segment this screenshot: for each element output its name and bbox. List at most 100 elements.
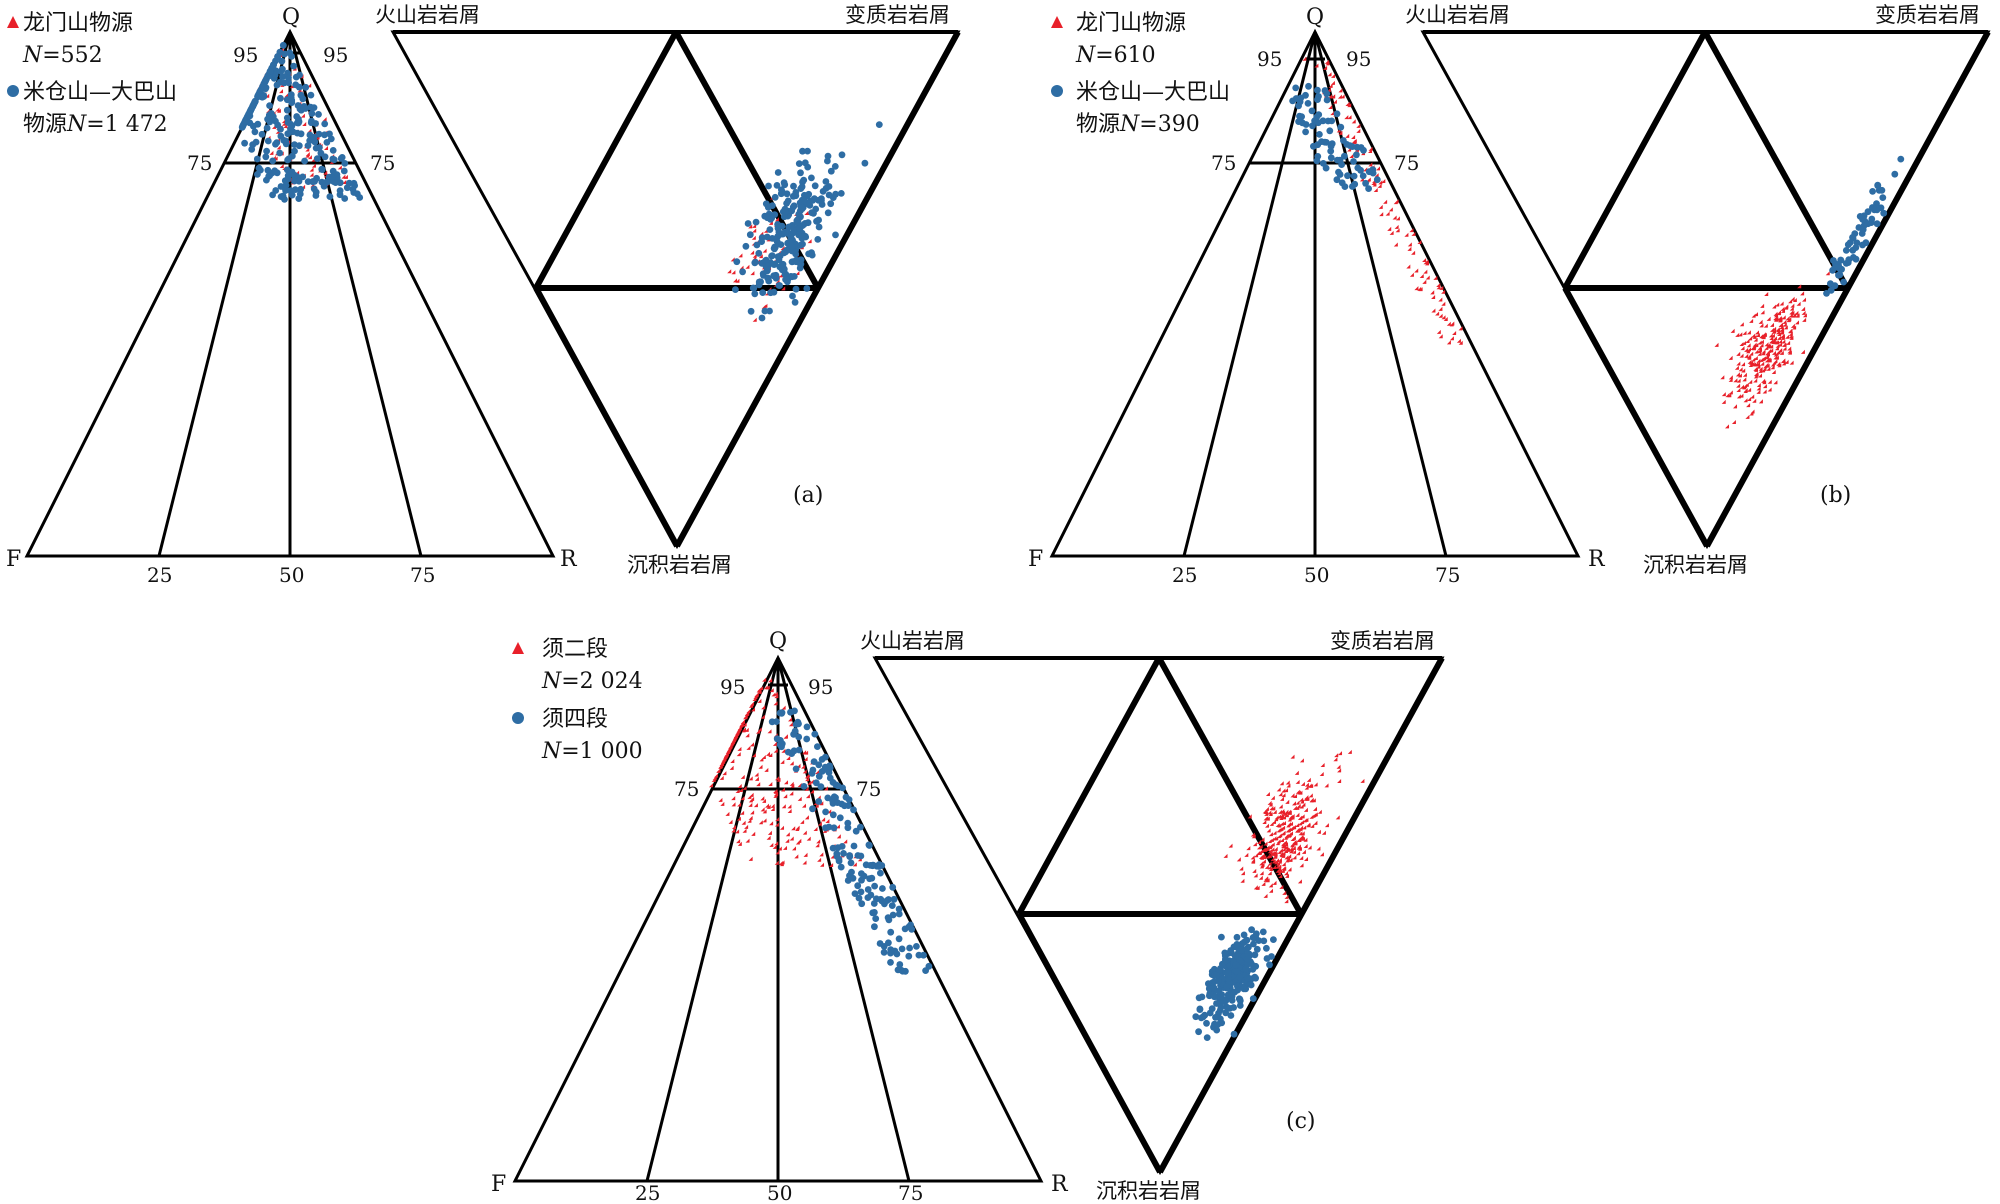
lithic-data-point [1753,337,1758,342]
qfr-data-point [1321,138,1329,146]
lithic-data-point [1282,890,1287,895]
qfr-data-point [279,41,287,49]
lithic-data-point [1302,825,1307,830]
qfr-data-point [721,757,726,762]
lithic-data-point [1754,367,1759,372]
qfr-data-point [780,825,785,830]
lithic-data-point [1868,215,1876,223]
qfr-data-point [841,802,848,810]
qfr-data-point [1407,246,1412,251]
qfr-data-point [1404,232,1409,237]
lithic-data-point [1279,884,1284,889]
qfr-data-point [718,797,723,802]
lithic-data-point [1250,940,1257,948]
qfr-data-point [322,117,327,122]
qfr-data-point [254,120,262,128]
panel-c-apex-f: F [491,1172,506,1197]
lithic-data-point [797,169,804,177]
qfr-data-point [789,836,794,841]
qfr-data-point [1351,139,1356,144]
lithic-data-point [769,202,776,210]
qfr-data-point [1395,216,1400,221]
qfr-data-point [748,776,753,781]
qfr-data-point [310,104,318,111]
lithic-data-point [1748,363,1753,368]
lithic-data-point [1769,336,1774,341]
qfr-data-point [1414,286,1419,291]
panel-a-tick-right75: 75 [370,151,395,175]
lithic-data-point [807,239,812,244]
lithic-data-point [1287,817,1292,822]
qfr-data-point [781,705,786,710]
qfr-data-point [1327,72,1332,77]
lithic-data-point [1257,840,1262,845]
lithic-data-point [1777,332,1782,337]
panel-b-legend-1-n: N=610 [1075,43,1156,68]
lithic-data-point [1269,888,1274,893]
qfr-data-point [804,786,809,791]
lithic-data-point [1238,946,1245,954]
qfr-data-point [713,773,718,778]
qfr-data-point [729,765,734,770]
lithic-data-point [1232,961,1240,969]
lithic-data-point [1256,845,1261,850]
qfr-data-point [825,823,833,831]
qfr-data-point [745,711,750,716]
qfr-data-point [812,779,820,787]
lithic-data-point [1304,817,1309,822]
qfr-data-point [747,794,752,799]
lithic-data-point [1754,349,1759,354]
lithic-data-point [1324,783,1329,788]
qfr-data-point [1341,183,1349,191]
lithic-data-point [1750,361,1755,366]
qfr-data-point [1309,122,1316,130]
qfr-data-point [735,789,740,794]
lithic-data-point [1785,316,1790,321]
lithic-data-point [1751,357,1756,362]
lithic-data-point [1261,847,1266,852]
qfr-data-point [318,166,326,174]
lithic-data-point [1747,359,1752,364]
qfr-data-point [288,122,296,130]
qfr-data-point [773,793,778,798]
lithic-data-point [1739,322,1744,327]
lithic-data-point [1270,851,1275,856]
lithic-data-point [1788,334,1793,339]
qfr-data-point [745,838,750,843]
lithic-data-point [1310,823,1315,828]
qfr-data-point [1381,179,1386,184]
qfr-data-point [895,905,903,913]
qfr-data-point [788,750,796,757]
qfr-data-point [781,787,786,792]
qfr-data-point [300,113,305,118]
qfr-data-point [773,701,778,706]
qfr-data-point [787,804,792,809]
lithic-data-point [1236,973,1244,981]
qfr-data-point [887,959,894,966]
lithic-data-point [1764,342,1769,347]
lithic-data-point [1215,977,1222,985]
qfr-data-point [851,890,859,897]
lithic-data-point [1309,797,1314,802]
qfr-data-point [1316,131,1323,138]
lithic-data-point [1747,347,1752,352]
lithic-data-point [1293,794,1298,799]
qfr-data-point [1378,204,1383,209]
qfr-data-point [309,172,314,177]
lithic-data-point [1336,764,1341,769]
lithic-data-point [1295,779,1300,784]
qfr-data-point [340,167,348,175]
qfr-data-point [1323,90,1331,98]
qfr-data-point [773,735,781,743]
lithic-data-point [1221,949,1229,957]
qfr-data-point [1425,261,1430,266]
lithic-data-point [819,188,827,195]
lithic-data-point [1280,814,1285,819]
qfr-data-point [1347,115,1352,120]
qfr-data-point [1360,146,1367,154]
lithic-data-point [1267,871,1272,876]
lithic-data-point [1263,841,1268,846]
qfr-data-point [871,923,878,931]
qfr-data-point [767,830,772,835]
lithic-data-point [1243,936,1251,944]
